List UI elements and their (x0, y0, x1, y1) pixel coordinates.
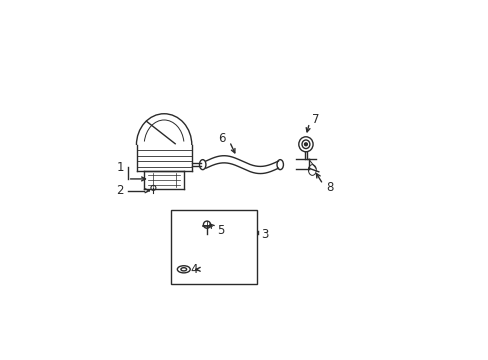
Text: 7: 7 (312, 113, 319, 126)
Text: 5: 5 (217, 224, 224, 237)
Text: 4: 4 (190, 263, 198, 276)
Text: 1: 1 (116, 161, 124, 174)
Text: 2: 2 (116, 184, 124, 197)
Bar (171, 210, 257, 284)
Circle shape (304, 143, 307, 146)
Text: 6: 6 (218, 132, 225, 145)
Text: 3: 3 (261, 228, 268, 241)
Text: 8: 8 (325, 181, 333, 194)
